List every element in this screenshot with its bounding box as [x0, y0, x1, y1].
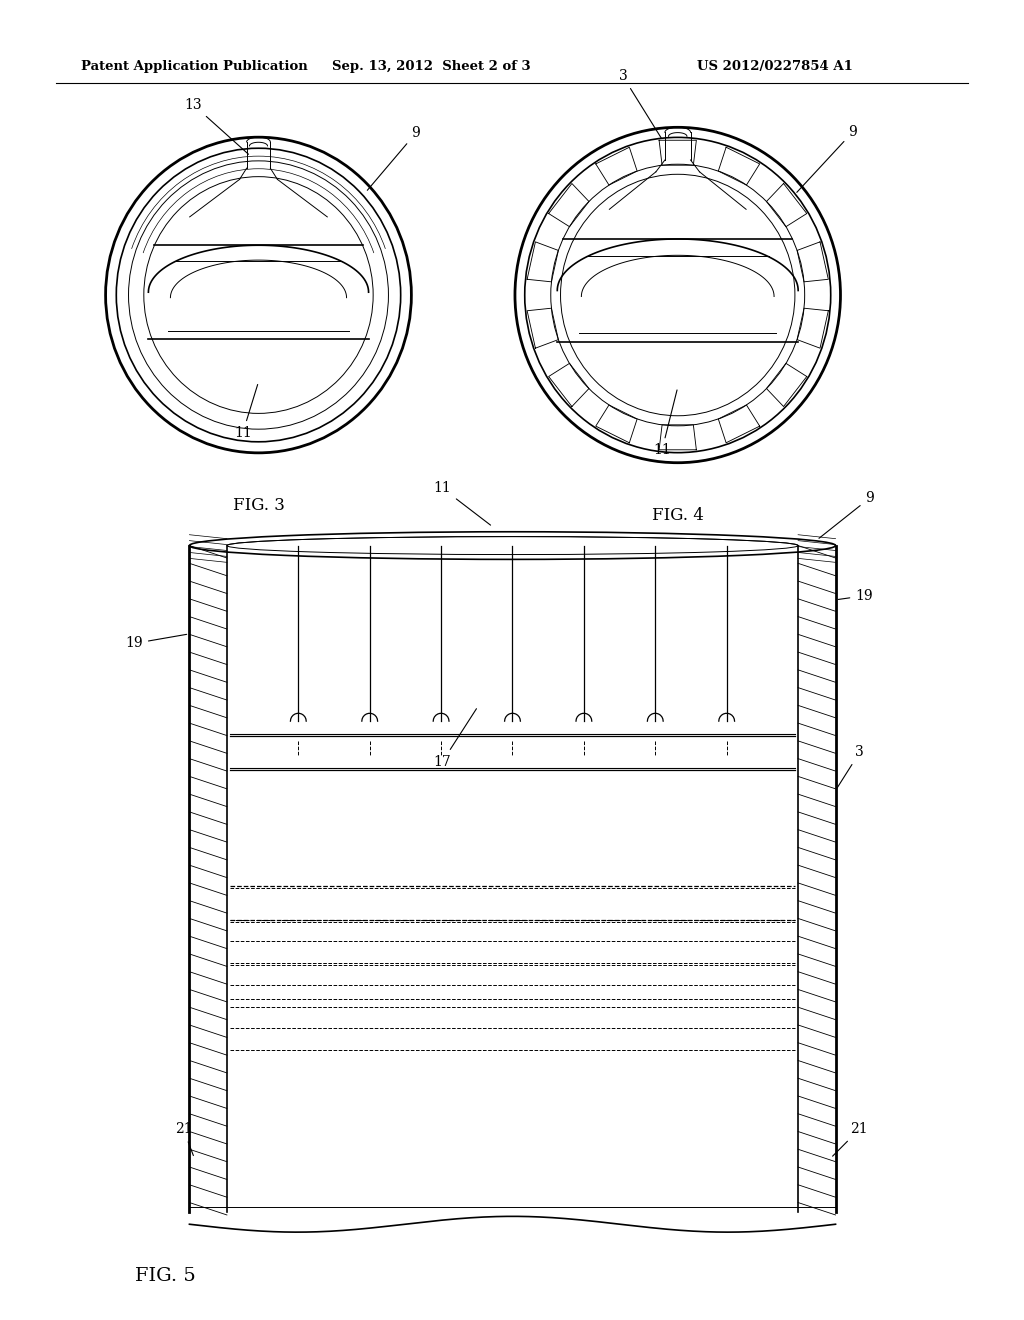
Text: FIG. 5: FIG. 5: [135, 1267, 196, 1284]
Text: FIG. 4: FIG. 4: [652, 507, 703, 524]
Text: 19: 19: [125, 635, 186, 651]
Text: 11: 11: [433, 482, 490, 525]
Text: FIG. 3: FIG. 3: [232, 498, 285, 515]
Text: 17: 17: [433, 709, 476, 768]
Text: 9: 9: [368, 127, 420, 190]
Text: 11: 11: [233, 384, 258, 440]
Text: 21: 21: [833, 1122, 868, 1156]
Text: 9: 9: [819, 491, 873, 539]
Text: 9: 9: [797, 124, 857, 193]
Text: 19: 19: [839, 589, 872, 603]
Text: Patent Application Publication: Patent Application Publication: [81, 59, 307, 73]
Text: 13: 13: [184, 98, 249, 154]
Text: 11: 11: [653, 389, 677, 457]
Text: 3: 3: [618, 70, 662, 139]
Text: Sep. 13, 2012  Sheet 2 of 3: Sep. 13, 2012 Sheet 2 of 3: [332, 59, 530, 73]
Text: US 2012/0227854 A1: US 2012/0227854 A1: [697, 59, 853, 73]
Text: 21: 21: [175, 1122, 194, 1155]
Text: 3: 3: [837, 746, 864, 788]
